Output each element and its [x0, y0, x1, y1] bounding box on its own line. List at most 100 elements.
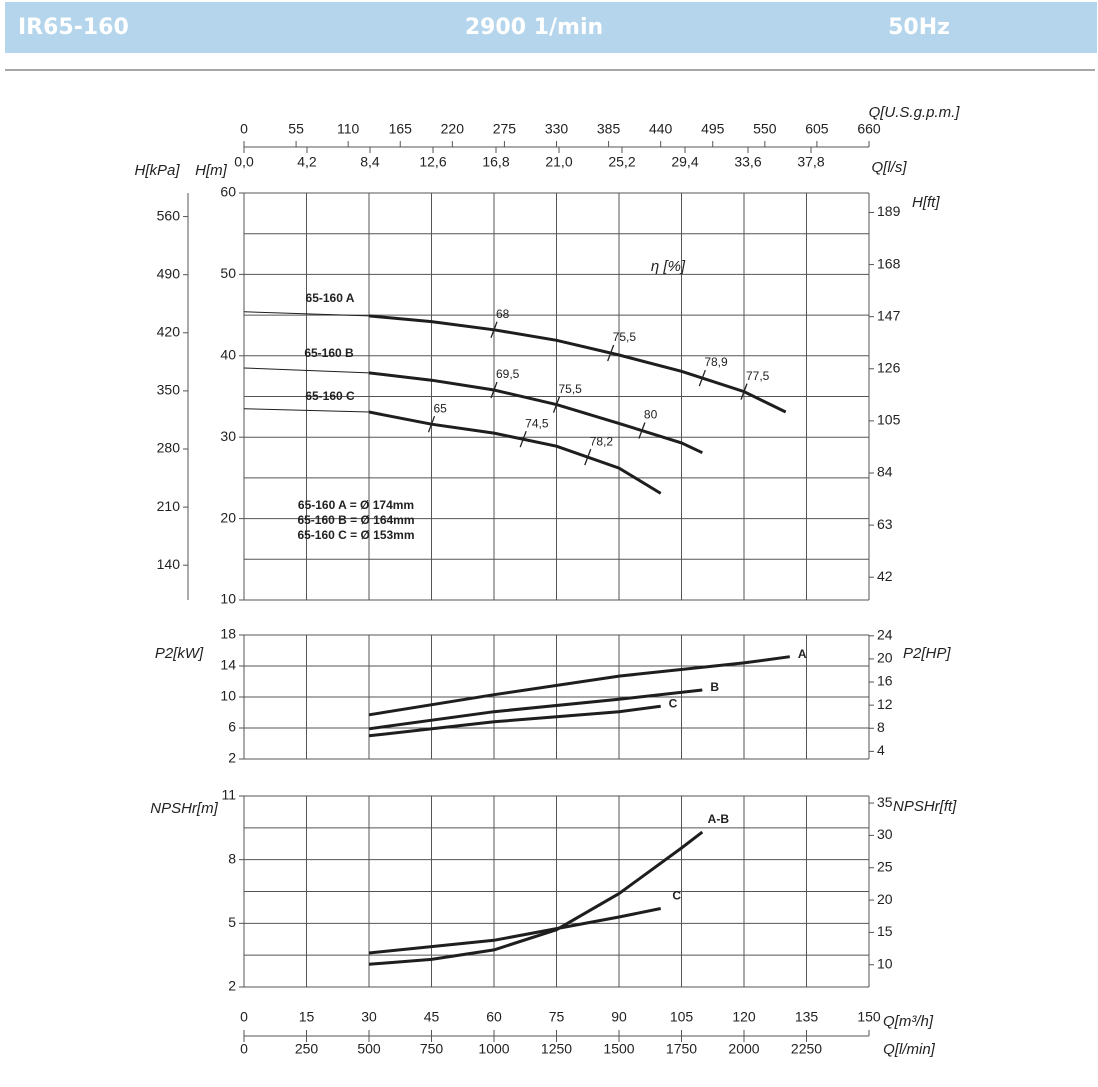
x-axis-title: Q[m³/h]	[883, 1013, 934, 1030]
y-tick-label: 5	[228, 914, 236, 930]
top-tick-label: 21,0	[545, 154, 572, 170]
efficiency-label: 69,5	[496, 367, 520, 381]
top-tick-label: 0	[240, 121, 248, 137]
y2-tick-label: 15	[877, 923, 893, 939]
impeller-note: 65-160 A = Ø 174mm	[298, 498, 414, 512]
x2-tick-label: 750	[420, 1041, 444, 1057]
series-label: C	[672, 889, 681, 903]
series-label: C	[669, 696, 678, 710]
x-tick-label: 45	[424, 1009, 440, 1025]
efficiency-tick	[607, 344, 615, 362]
top-tick-label: 4,2	[297, 154, 317, 170]
y-tick-label: 40	[220, 347, 236, 363]
x-tick-label: 75	[549, 1009, 565, 1025]
y-tick-label: 30	[220, 428, 236, 444]
curve	[368, 655, 791, 717]
efficiency-tick	[740, 383, 748, 400]
series-label: 65-160 C	[305, 389, 355, 403]
curve	[368, 704, 661, 738]
x2-tick-label: 1750	[666, 1041, 697, 1057]
y-tick-label: 10	[220, 591, 236, 607]
y-tick-label: 2	[228, 750, 236, 766]
x2-tick-label: 250	[295, 1041, 319, 1057]
y-tick-label: 10	[220, 688, 236, 704]
efficiency-tick	[490, 321, 498, 338]
top-tick-label: 165	[389, 121, 413, 137]
x2-tick-label: 1250	[541, 1041, 572, 1057]
top-axis-title: Q[l/s]	[871, 159, 907, 176]
efficiency-tick	[490, 381, 498, 399]
curve	[368, 907, 661, 955]
top-tick-label: 660	[857, 121, 881, 137]
efficiency-label: 75,5	[559, 382, 583, 396]
y2-tick-label: 189	[877, 203, 901, 219]
impeller-note: 65-160 C = Ø 153mm	[297, 528, 414, 542]
top-axis-title: Q[U.S.g.p.m.]	[869, 104, 961, 121]
efficiency-label: 80	[644, 408, 658, 422]
efficiency-label: 74,5	[525, 416, 549, 430]
y2-tick-label: 126	[877, 359, 901, 375]
top-tick-label: 37,8	[797, 154, 824, 170]
top-tick-label: 25,2	[608, 154, 635, 170]
series-label: A-B	[708, 812, 730, 826]
x-tick-label: 30	[361, 1009, 377, 1025]
x-tick-label: 0	[240, 1009, 248, 1025]
header-bar	[5, 2, 1097, 53]
x2-tick-label: 2250	[791, 1041, 822, 1057]
y2-tick-label: 16	[877, 673, 893, 689]
y2-tick-label: 4	[877, 742, 885, 758]
top-tick-label: 110	[337, 121, 360, 137]
series-label: A	[798, 647, 807, 661]
top-tick-label: 495	[701, 121, 725, 137]
series-label: 65-160 A	[306, 291, 355, 305]
y2-tick-label: 42	[877, 568, 893, 584]
x2-tick-label: 500	[357, 1041, 381, 1057]
x-tick-label: 120	[732, 1009, 756, 1025]
y3-tick-label: 280	[157, 440, 181, 456]
y3-tick-label: 490	[157, 265, 181, 281]
curve	[369, 314, 787, 414]
x-tick-label: 150	[857, 1009, 881, 1025]
top-tick-label: 33,6	[734, 154, 761, 170]
y3-tick-label: 560	[157, 207, 181, 223]
y2-tick-label: 84	[877, 464, 893, 480]
top-tick-label: 8,4	[360, 154, 380, 170]
y2-tick-label: 168	[877, 255, 901, 271]
top-tick-label: 12,6	[419, 154, 446, 170]
efficiency-tick	[552, 396, 561, 413]
y-tick-label: 2	[228, 978, 236, 994]
y2-tick-label: 8	[877, 719, 885, 735]
y-tick-label: 8	[228, 850, 236, 866]
curve	[369, 371, 703, 455]
efficiency-label: 77,5	[746, 369, 770, 383]
y2-tick-label: 20	[877, 650, 893, 666]
y2-axis-title: NPSHr[ft]	[893, 798, 957, 815]
series-label: 65-160 B	[304, 346, 354, 360]
y2-axis-title: H[ft]	[912, 194, 940, 211]
efficiency-axis-label: η [%]	[651, 258, 686, 275]
y-tick-label: 60	[220, 184, 236, 200]
y2-tick-label: 63	[877, 516, 893, 532]
y3-tick-label: 420	[157, 323, 181, 339]
curve	[368, 830, 704, 966]
x-tick-label: 90	[611, 1009, 627, 1025]
y2-tick-label: 30	[877, 826, 893, 842]
curve	[369, 410, 662, 495]
y-axis-title: P2[kW]	[155, 645, 204, 662]
efficiency-tick	[584, 448, 592, 466]
x-tick-label: 105	[670, 1009, 694, 1025]
efficiency-label: 78,2	[590, 434, 614, 448]
top-tick-label: 29,4	[671, 154, 698, 170]
x2-axis-title: Q[l/min]	[883, 1041, 936, 1058]
y3-axis-title: H[kPa]	[134, 162, 180, 179]
y3-tick-label: 140	[157, 556, 181, 572]
y3-tick-label: 350	[157, 382, 181, 398]
y-tick-label: 11	[221, 787, 236, 803]
x-tick-label: 135	[795, 1009, 819, 1025]
efficiency-label: 75,5	[613, 330, 637, 344]
x2-tick-label: 0	[240, 1041, 248, 1057]
y-tick-label: 14	[220, 657, 236, 673]
y2-tick-label: 35	[877, 794, 893, 810]
y2-tick-label: 12	[877, 696, 893, 712]
